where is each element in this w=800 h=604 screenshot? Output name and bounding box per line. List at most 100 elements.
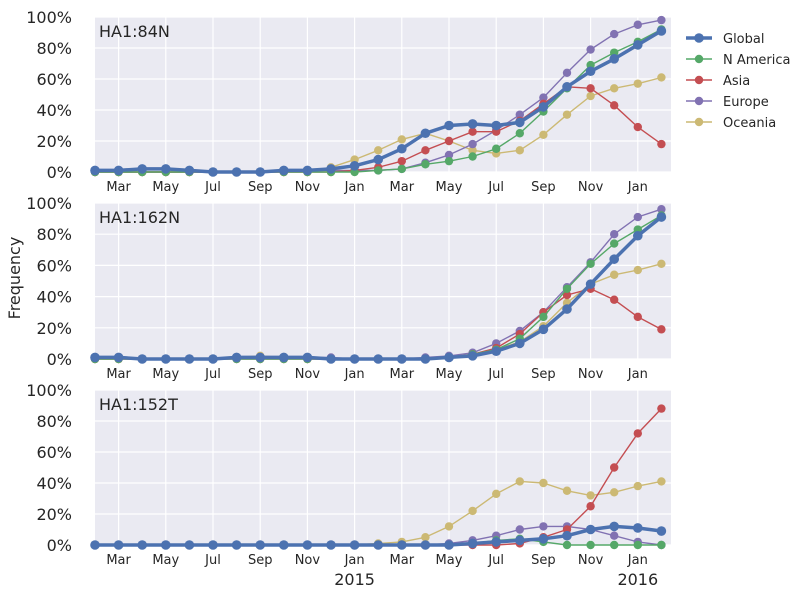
panel-3-series-n-america-point bbox=[586, 540, 595, 550]
panel-3-y-tick-label: 100% bbox=[26, 381, 72, 400]
panel-1-series-global-point bbox=[397, 143, 407, 154]
panel-1-x-tick-label: Jul bbox=[487, 180, 504, 195]
panel-3-series-global-point bbox=[113, 540, 124, 550]
panel-3-series-oceania-point bbox=[586, 491, 595, 500]
panel-2-series-global-point bbox=[255, 352, 265, 363]
panel-3-series-europe-point bbox=[515, 525, 524, 534]
panel-1-series-global-point bbox=[656, 26, 667, 36]
panel-1-series-global-point bbox=[90, 165, 100, 176]
panel-2-x-tick-label: Mar bbox=[106, 367, 131, 382]
panel-2-series-global-point bbox=[656, 212, 667, 222]
panel-1-x-tick-label: May bbox=[436, 180, 463, 195]
legend-n-america-marker bbox=[694, 54, 704, 64]
legend-asia-marker bbox=[694, 75, 704, 85]
legend-europe-marker bbox=[694, 96, 704, 106]
panel-1-series-oceania-point bbox=[539, 130, 548, 139]
panel-2-y-tick-label: 40% bbox=[36, 288, 72, 307]
panel-3-x-tick-label: Sep bbox=[531, 553, 556, 568]
panel-3-series-n-america-point bbox=[610, 540, 619, 550]
panel-1-series-global-point bbox=[515, 117, 525, 128]
panel-1-x-tick-label: Sep bbox=[248, 180, 273, 195]
panel-3-x-tick-label: Sep bbox=[248, 553, 273, 568]
panel-3-series-oceania-point bbox=[657, 477, 666, 486]
panel-2-x-tick-label: Jul bbox=[204, 367, 221, 382]
panel-3-x-tick-label: Nov bbox=[578, 553, 604, 568]
panel-1-series-global-point bbox=[279, 165, 289, 176]
panel-3-background bbox=[95, 390, 671, 545]
panel-2-series-global-point bbox=[326, 354, 336, 364]
panel-2-x-tick-label: Jan bbox=[344, 367, 365, 382]
panel-1-series-n-america-point bbox=[468, 152, 477, 161]
panel-3-series-global-point bbox=[208, 540, 218, 550]
panel-3-series-global-point bbox=[349, 540, 360, 550]
panel-2-x-tick-label: Jul bbox=[487, 367, 504, 382]
panel-1-x-tick-label: Mar bbox=[106, 180, 131, 195]
legend-oceania-marker bbox=[694, 117, 704, 127]
panel-3-series-global-point bbox=[231, 540, 242, 550]
year-label: 2015 bbox=[334, 570, 375, 589]
panel-2-y-tick-label: 100% bbox=[26, 194, 72, 213]
panel-3-series-global-point bbox=[255, 540, 265, 550]
panel-2-series-global-point bbox=[585, 279, 596, 289]
panel-2-series-asia-point bbox=[633, 312, 642, 322]
panel-2-x-tick-label: Nov bbox=[578, 367, 604, 382]
panel-2-series-global-point bbox=[397, 354, 407, 364]
panel-1-series-global-point bbox=[562, 81, 572, 92]
panel-1-series-oceania-point bbox=[562, 110, 572, 119]
panel-3-series-global-point bbox=[137, 540, 147, 550]
panel-1-x-tick-label: Sep bbox=[531, 180, 556, 195]
panel-1-y-tick-label: 80% bbox=[36, 39, 72, 58]
panel-3-series-global-point bbox=[373, 540, 384, 550]
panel-1-series-global-point bbox=[491, 120, 502, 131]
panel-1-series-global-point bbox=[326, 164, 336, 174]
panel-3-series-global-point bbox=[90, 540, 100, 550]
panel-2-label: HA1:162N bbox=[99, 208, 180, 227]
panel-2-series-global-point bbox=[302, 352, 313, 363]
panel-3-series-n-america-point bbox=[633, 540, 642, 550]
panel-3-series-global-point bbox=[491, 537, 502, 547]
panel-1-series-global-point bbox=[231, 167, 242, 177]
panel-3-series-oceania-point bbox=[444, 522, 454, 531]
panel-2-background bbox=[95, 203, 671, 359]
y-axis-label: Frequency bbox=[5, 237, 24, 320]
panel-3-series-global-point bbox=[184, 540, 195, 550]
panel-1-series-global-point bbox=[255, 167, 265, 177]
panel-1-series-asia-point bbox=[397, 156, 406, 166]
panel-2-y-tick-label: 60% bbox=[36, 256, 72, 275]
panel-1-series-global-point bbox=[373, 154, 384, 165]
panel-1-series-oceania-point bbox=[374, 146, 383, 155]
panel-2-series-global-point bbox=[90, 352, 100, 363]
panel-1-series-n-america-point bbox=[492, 144, 501, 153]
panel-3-series-oceania-point bbox=[468, 506, 477, 516]
panel-2-series-global-point bbox=[467, 351, 478, 361]
panel-3-series-oceania-point bbox=[421, 533, 430, 542]
panel-2-series-global-point bbox=[562, 304, 572, 314]
panel-2-series-global-point bbox=[515, 338, 525, 349]
panel-3-y-tick-label: 40% bbox=[36, 474, 72, 493]
panel-1-series-asia-point bbox=[657, 139, 666, 149]
year-label: 2016 bbox=[617, 570, 658, 589]
panel-1-series-n-america-point bbox=[515, 129, 524, 138]
panel-1-series-global-point bbox=[467, 119, 478, 129]
panel-3-x-tick-label: Jan bbox=[627, 553, 648, 568]
panel-3-series-asia-point bbox=[610, 463, 619, 472]
panel-2-series-n-america-point bbox=[610, 239, 619, 248]
panel-2-series-asia-point bbox=[610, 295, 619, 304]
panel-1-series-asia-point bbox=[610, 101, 619, 110]
panel-1-series-europe-point bbox=[586, 45, 595, 54]
panel-2-x-tick-label: Mar bbox=[390, 367, 415, 382]
panel-1-series-asia-point bbox=[421, 146, 430, 155]
panel-2-series-asia-point bbox=[562, 290, 572, 300]
panel-2-series-asia-point bbox=[657, 325, 666, 334]
panel-1-x-tick-label: Jan bbox=[344, 180, 365, 195]
panel-1-series-oceania-point bbox=[633, 79, 642, 88]
panel-2-series-oceania-point bbox=[633, 265, 642, 275]
panel-3-x-tick-label: Jan bbox=[344, 553, 365, 568]
legend-asia-label: Asia bbox=[723, 74, 750, 89]
panel-1-series-global-point bbox=[302, 165, 313, 176]
panel-3-x-tick-label: Nov bbox=[295, 553, 321, 568]
legend-global-marker bbox=[694, 33, 704, 43]
panel-2-series-global-point bbox=[420, 354, 431, 364]
panel-2-series-global-point bbox=[208, 354, 218, 364]
